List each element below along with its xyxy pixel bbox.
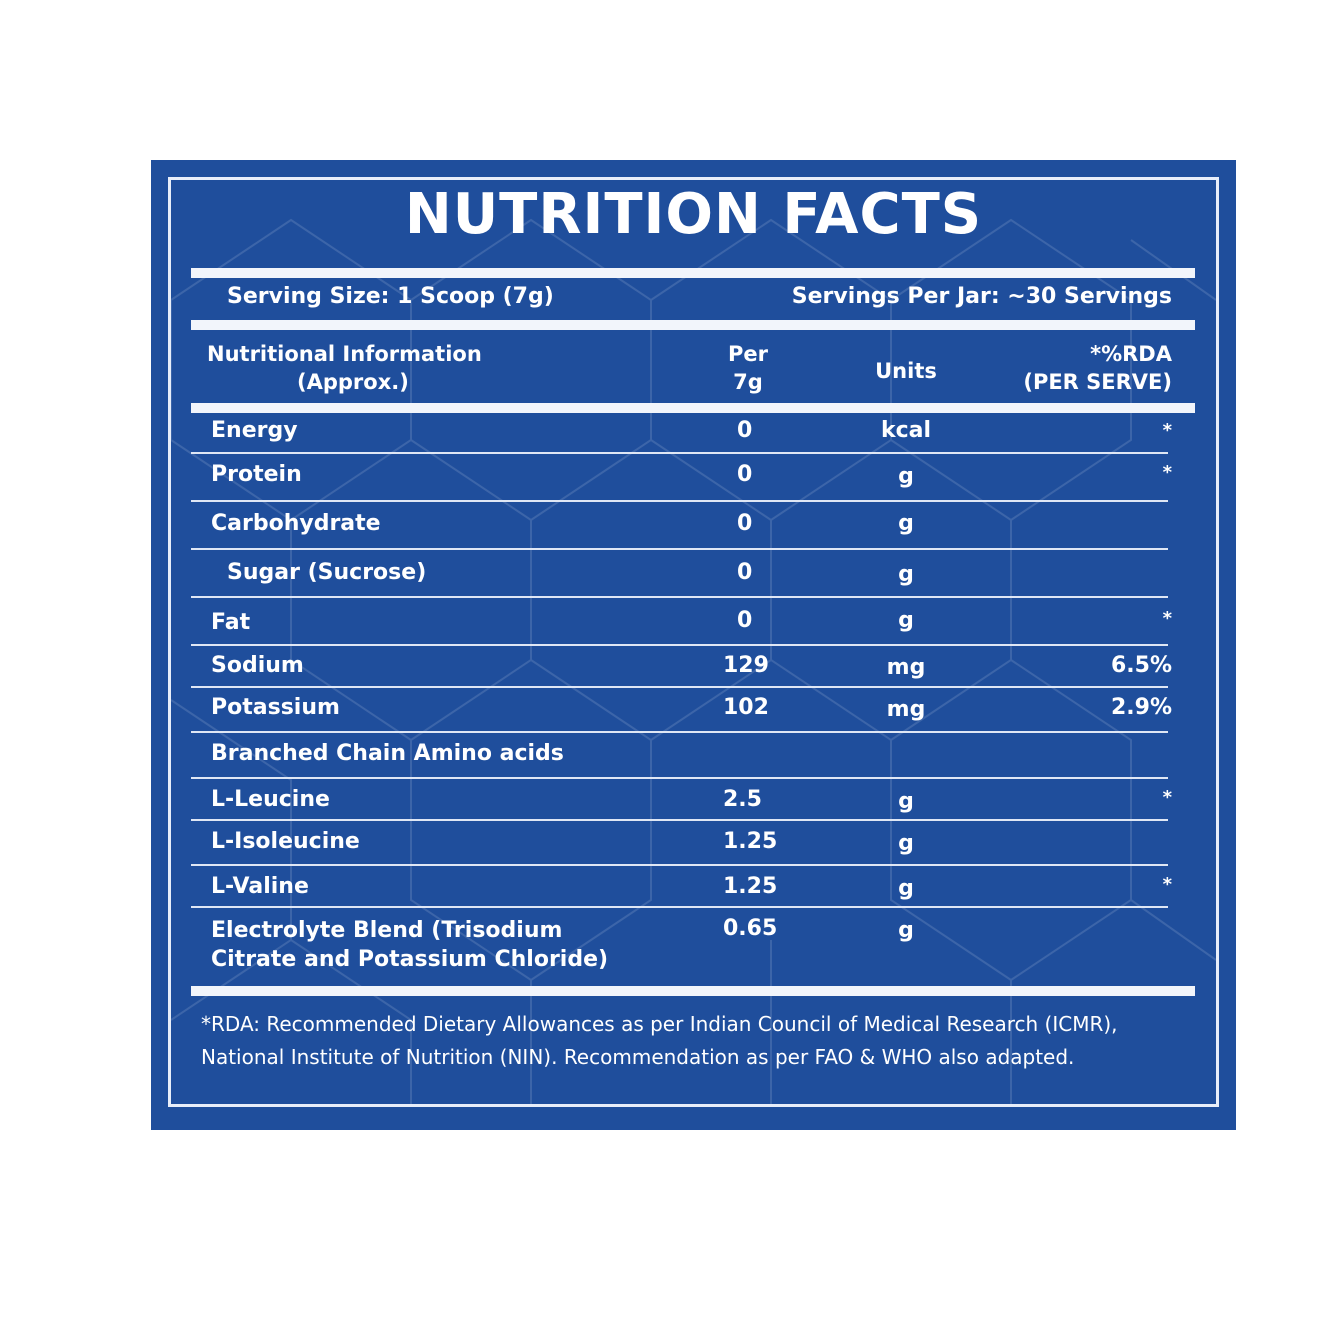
row-name-sodium: Sodium (211, 653, 304, 678)
row-name-l-leucine: L-Leucine (211, 787, 330, 812)
row-divider (191, 731, 1168, 733)
row-per-electrolyte-blend: 0.65 (723, 916, 778, 941)
row-name-electrolyte-line2: Citrate and Potassium Chloride) (211, 947, 609, 972)
divider-bar (191, 403, 1195, 413)
inner-border (168, 177, 1219, 1107)
divider-bar (191, 986, 1195, 996)
row-rda-sodium: 6.5% (1110, 653, 1172, 678)
rda-footnote: *RDA: Recommended Dietary Allowances as … (201, 1012, 1118, 1069)
divider-bar (191, 268, 1195, 278)
row-name-electrolyte-blend: Electrolyte Blend (Trisodium Citrate and… (211, 916, 608, 974)
row-per-l-isoleucine: 1.25 (723, 829, 778, 854)
row-divider (191, 864, 1168, 866)
row-name-energy: Energy (211, 418, 298, 443)
row-unit-l-valine: g (898, 876, 914, 901)
row-unit-fat: g (898, 608, 914, 633)
row-rda-protein: * (1162, 462, 1172, 483)
row-per-fat: 0 (737, 608, 753, 633)
header-per-line1: Per (728, 342, 768, 366)
header-per-7g: Per 7g (726, 340, 770, 396)
row-per-l-valine: 1.25 (723, 874, 778, 899)
header-nutritional-information: Nutritional Information (Approx.) (207, 340, 482, 396)
row-divider (191, 500, 1168, 502)
serving-size: Serving Size: 1 Scoop (7g) (227, 284, 554, 309)
header-rda-line2: (PER SERVE) (1023, 370, 1172, 394)
row-name-protein: Protein (211, 462, 302, 487)
row-unit-energy: kcal (880, 418, 932, 443)
row-unit-l-leucine: g (898, 789, 914, 814)
row-per-carbohydrate: 0 (737, 511, 753, 536)
row-unit-carbohydrate: g (898, 511, 914, 536)
row-divider (191, 819, 1168, 821)
row-unit-protein: g (898, 464, 914, 489)
divider-bar (191, 320, 1195, 330)
row-divider (191, 596, 1168, 598)
nutrition-facts-panel: NUTRITION FACTS Serving Size: 1 Scoop (7… (151, 160, 1236, 1130)
header-rda-line1: *%RDA (1090, 342, 1172, 366)
row-per-energy: 0 (737, 418, 753, 443)
row-divider (191, 452, 1168, 454)
header-name-line2: (Approx.) (297, 370, 409, 394)
header-units: Units (875, 359, 937, 383)
row-divider (191, 644, 1168, 646)
row-per-protein: 0 (737, 462, 753, 487)
row-unit-l-isoleucine: g (898, 831, 914, 856)
row-name-electrolyte-line1: Electrolyte Blend (Trisodium (211, 918, 563, 943)
row-per-l-leucine: 2.5 (723, 787, 762, 812)
row-rda-energy: * (1162, 420, 1172, 441)
row-divider (191, 548, 1168, 550)
row-name-bcaa: Branched Chain Amino acids (211, 741, 564, 766)
row-divider (191, 777, 1168, 779)
header-rda: *%RDA (PER SERVE) (1023, 340, 1172, 396)
header-name-line1: Nutritional Information (207, 342, 482, 366)
label-title: NUTRITION FACTS (404, 182, 983, 247)
row-per-potassium: 102 (723, 695, 769, 720)
row-rda-l-valine: * (1162, 874, 1172, 895)
row-unit-potassium: mg (886, 697, 926, 722)
servings-per-jar: Servings Per Jar: ~30 Servings (791, 284, 1172, 309)
row-unit-sodium: mg (886, 655, 926, 680)
row-per-sugar: 0 (737, 560, 753, 585)
row-divider (191, 906, 1168, 908)
row-name-potassium: Potassium (211, 695, 340, 720)
row-name-l-isoleucine: L-Isoleucine (211, 829, 360, 854)
row-unit-electrolyte-blend: g (898, 918, 914, 943)
row-name-carbohydrate: Carbohydrate (211, 511, 381, 536)
row-rda-fat: * (1162, 608, 1172, 629)
row-unit-sugar: g (898, 562, 914, 587)
row-rda-potassium: 2.9% (1110, 695, 1172, 720)
row-divider (191, 686, 1168, 688)
row-name-fat: Fat (211, 610, 251, 635)
row-rda-l-leucine: * (1162, 787, 1172, 808)
row-name-l-valine: L-Valine (211, 874, 309, 899)
row-name-sugar: Sugar (Sucrose) (227, 560, 427, 585)
row-per-sodium: 129 (723, 653, 769, 678)
header-per-line2: 7g (733, 370, 763, 394)
